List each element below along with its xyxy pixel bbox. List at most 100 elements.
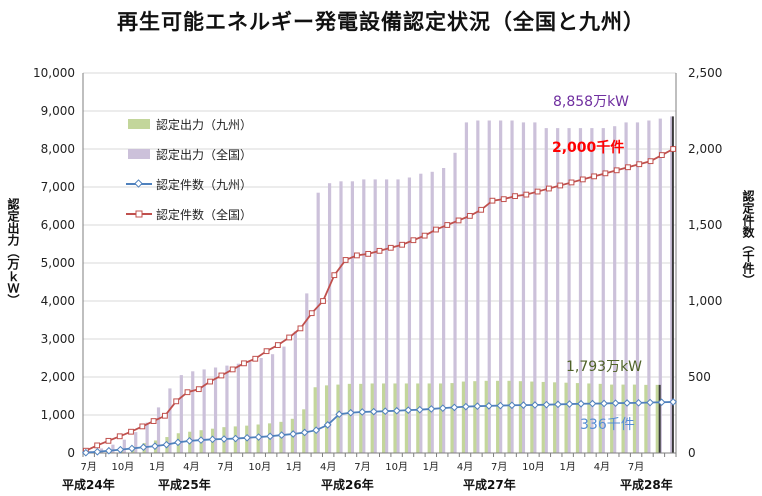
marker-kyushu-count (473, 402, 482, 411)
marker-kyushu-count (300, 428, 309, 437)
marker-national-count (128, 428, 134, 435)
marker-kyushu-count (105, 446, 113, 455)
marker-kyushu-count (657, 398, 666, 407)
y-tick-right: 0 (688, 446, 696, 460)
marker-kyushu-count (174, 438, 182, 447)
y-tick-left: 1,000 (41, 408, 75, 422)
marker-kyushu-count (231, 434, 240, 443)
bar-national-output (510, 120, 514, 453)
marker-national-count (184, 389, 191, 396)
marker-kyushu-count (116, 445, 125, 454)
bar-kyushu-output (644, 384, 648, 453)
marker-kyushu-count (462, 402, 470, 411)
bar-kyushu-output (564, 382, 568, 453)
y-tick-left: 5,000 (41, 256, 75, 270)
bar-national-output (407, 177, 412, 453)
bar-kyushu-output (484, 380, 488, 453)
bar-national-output (179, 375, 183, 453)
marker-national-count (625, 164, 631, 171)
bar-kyushu-output (507, 380, 511, 453)
marker-kyushu-count (128, 444, 136, 453)
y-tick-left: 10,000 (33, 66, 75, 80)
bar-national-output (134, 432, 138, 453)
bar-national-output (191, 371, 195, 453)
x-tick-label: 1月 (149, 461, 165, 473)
marker-kyushu-count (519, 401, 528, 409)
marker-kyushu-count (139, 443, 148, 452)
marker-kyushu-count (358, 408, 367, 416)
marker-national-count (116, 433, 123, 440)
legend-label: 認定件数（全国） (156, 207, 253, 222)
bar-national-output (111, 444, 115, 453)
x-tick-label: 7月 (81, 461, 97, 473)
bar-national-output (544, 128, 548, 453)
bar-national-output (613, 126, 617, 453)
marker-national-count (433, 226, 439, 233)
marker-national-count (308, 310, 315, 317)
line-kyushu-count (85, 401, 674, 454)
bar-national-output (624, 122, 628, 454)
marker-national-count (354, 252, 360, 259)
bar-national-output (293, 331, 297, 453)
legend-item-kyushu-output: 認定出力（九州） (126, 116, 252, 132)
bar-national-output (430, 171, 434, 454)
bar-national-output (236, 363, 240, 453)
marker-national-count (274, 342, 281, 348)
marker-kyushu-count (381, 407, 390, 416)
marker-kyushu-count (531, 401, 539, 409)
bar-kyushu-output (382, 383, 386, 453)
x-tick-label: 10月 (112, 461, 135, 473)
marker-kyushu-count (508, 401, 516, 410)
y-tick-right: 1,500 (688, 218, 722, 232)
bar-national-output (339, 181, 343, 454)
marker-kyushu-count (266, 432, 274, 441)
marker-kyushu-count (439, 404, 447, 412)
bar-national-output (213, 367, 218, 453)
x-tick-label: 10月 (522, 461, 545, 473)
marker-kyushu-count (185, 437, 194, 445)
bar-national-output (567, 128, 571, 453)
bar-national-output (282, 346, 286, 453)
gridlines (83, 72, 676, 416)
marker-kyushu-count (404, 406, 413, 414)
annotation-national-output: 8,858万kW (553, 94, 630, 110)
bar-national-output (373, 179, 377, 453)
legend-label: 認定件数（九州） (156, 177, 253, 192)
bar-national-output (122, 439, 126, 453)
bar-national-output (578, 128, 583, 453)
bar-national-output (270, 354, 275, 453)
bar-national-output (385, 179, 389, 453)
marker-kyushu-count (588, 399, 597, 408)
bar-national-output (259, 358, 263, 453)
marker-national-count (207, 378, 213, 385)
marker-national-count (331, 272, 338, 279)
x-tick-label: 1月 (286, 461, 302, 473)
bar-national-output (168, 388, 172, 453)
marker-national-count (229, 366, 236, 373)
x-tick-label: 7月 (354, 461, 370, 473)
era-label: 平成24年 (62, 478, 115, 492)
marker-kyushu-count (611, 399, 620, 407)
marker-kyushu-count (243, 433, 251, 442)
bar-kyushu-output (347, 383, 351, 453)
bar-kyushu-output (359, 383, 363, 453)
y-tick-right: 1,000 (688, 294, 722, 308)
marker-national-count (568, 179, 575, 186)
marker-national-count (489, 197, 496, 204)
marker-kyushu-count (346, 408, 355, 417)
bar-kyushu-output (587, 383, 591, 453)
bar-latest-national (671, 116, 674, 454)
bar-national-output (419, 173, 423, 453)
bar-national-output (647, 120, 651, 453)
marker-national-count (195, 386, 202, 393)
bar-kyushu-output (518, 381, 523, 453)
marker-kyushu-count (427, 405, 436, 413)
y-tick-left: 0 (67, 446, 75, 460)
bar-kyushu-output (427, 383, 431, 453)
axes (82, 73, 677, 457)
era-label: 平成26年 (321, 478, 374, 492)
marker-national-count (320, 298, 326, 304)
legend-item-national-count: 認定件数（全国） (126, 206, 252, 222)
bar-kyushu-output (473, 381, 477, 453)
